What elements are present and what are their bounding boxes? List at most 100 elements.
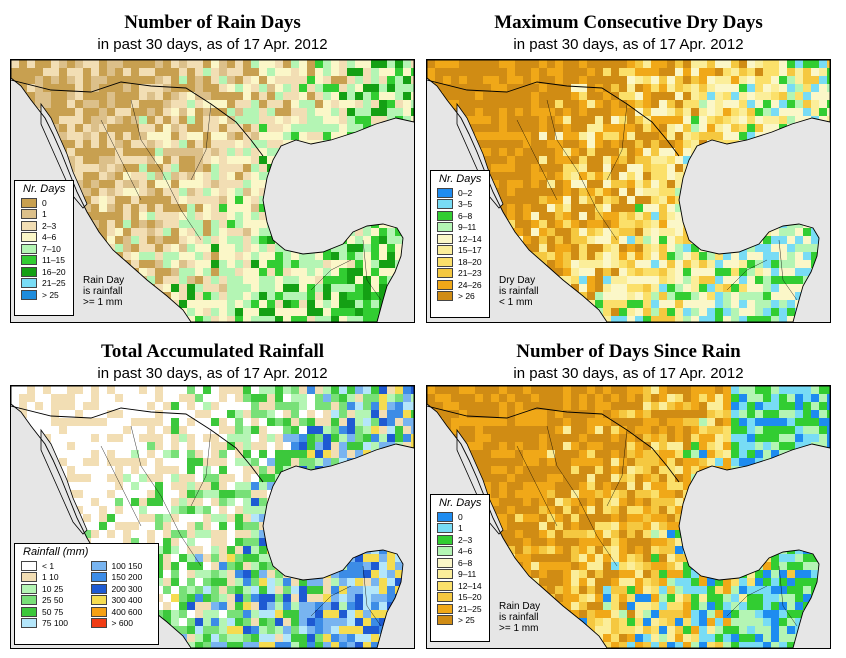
dry-days-map-canvas — [427, 60, 830, 322]
us-mexico-border — [11, 405, 264, 483]
legend-swatch — [21, 595, 37, 606]
legend-swatch — [437, 268, 453, 279]
legend-title: Nr. Days — [23, 183, 66, 195]
gulf-of-california — [40, 428, 88, 535]
panel-3-title: Total Accumulated Rainfall — [100, 341, 325, 362]
legend-swatch — [437, 279, 453, 290]
legend-swatch — [437, 245, 453, 256]
rain-days-map-canvas — [11, 60, 414, 322]
legend-swatch — [90, 572, 107, 583]
legend-label: 7–10 — [42, 243, 61, 254]
legend-label: 10 25 — [42, 583, 64, 594]
gulf-of-california — [40, 102, 88, 209]
legend-item: 15–17 — [431, 245, 489, 257]
legend-swatch — [21, 197, 37, 208]
legend-item: 2–3 — [15, 220, 73, 232]
legend-item: 4–6 — [15, 232, 73, 244]
legend-item: 0 — [431, 511, 489, 523]
panel-2-title: Maximum Consecutive Dry Days — [494, 12, 763, 33]
legend-label: 18–20 — [458, 256, 482, 267]
legend-label: 4–6 — [42, 232, 57, 243]
legend-swatch — [21, 278, 37, 289]
legend-swatch — [21, 583, 37, 594]
legend-label: > 26 — [458, 291, 475, 302]
legend-label: 1 10 — [42, 572, 59, 583]
legend-label: 9–11 — [458, 569, 477, 580]
panel-3-subtitle: in past 30 days, as of 17 Apr. 2012 — [97, 365, 328, 382]
us-mexico-border — [427, 79, 680, 157]
panel-1-subtitle: in past 30 days, as of 17 Apr. 2012 — [97, 36, 328, 53]
legend-swatch — [21, 243, 37, 254]
legend-swatch — [437, 592, 453, 603]
legend-label: 2–3 — [42, 220, 57, 231]
legend-swatch — [437, 511, 453, 522]
legend-swatch — [437, 615, 453, 626]
legend-item: > 25 — [15, 289, 73, 301]
legend-item: 21–25 — [15, 278, 73, 290]
legend-label: 25 50 — [42, 595, 64, 606]
legend-item: 6–8 — [431, 557, 489, 569]
legend-label: 0 — [458, 511, 463, 522]
legend-item: 18–20 — [431, 256, 489, 268]
legend-swatch — [21, 209, 37, 220]
legend-swatch — [21, 289, 37, 300]
legend-item: 0 — [15, 197, 73, 209]
legend-item: 25 50 — [19, 595, 85, 607]
legend-swatch — [437, 569, 453, 580]
legend-label: 12–14 — [458, 580, 482, 591]
legend-item: 100 150 — [89, 560, 155, 572]
legend-items: 0 1 2–3 4–6 6–8 9–11 12–14 15–20 21–25 > 25 — [431, 511, 489, 626]
legend-label: > 600 — [111, 618, 134, 629]
legend-label: 3–5 — [458, 199, 473, 210]
legend-swatch — [437, 233, 453, 244]
legend-swatch — [21, 618, 37, 629]
legend-label: 21–25 — [42, 278, 66, 289]
days-since-legend: Nr. Days 0 1 2–3 4–6 6–8 9–11 12–14 15–20 21–25 >… — [430, 494, 490, 642]
note-line: Dry Day — [499, 275, 536, 286]
legend-label: 9–11 — [458, 222, 477, 233]
legend-swatch — [90, 606, 107, 617]
legend-item: 21–25 — [431, 603, 489, 615]
rain-day-note: Rain Day is rainfall >= 1 mm — [499, 601, 540, 634]
legend-item: > 25 — [431, 615, 489, 627]
total-rainfall-map: Rainfall (mm) < 1 100 150 1 10 150 200 10 25… — [10, 385, 415, 649]
legend-swatch — [437, 256, 453, 267]
note-line: Rain Day — [83, 275, 125, 286]
legend-item: > 26 — [431, 291, 489, 303]
legend-item: 4–6 — [431, 546, 489, 558]
legend-swatch — [21, 572, 37, 583]
legend-swatch — [437, 534, 453, 545]
gulf-of-california — [456, 428, 504, 535]
legend-item: 7–10 — [15, 243, 73, 255]
panel-1-title: Number of Rain Days — [124, 12, 301, 33]
rain-days-map: Nr. Days 0 1 2–3 4–6 7–10 11–15 16–20 21–25 > 25… — [10, 59, 415, 323]
legend-item: 16–20 — [15, 266, 73, 278]
dry-days-map: Nr. Days 0–2 3–5 6–8 9–11 12–14 15–17 18–20 21–… — [426, 59, 831, 323]
legend-item: 6–8 — [431, 210, 489, 222]
legend-item: 3–5 — [431, 199, 489, 211]
coastline — [11, 386, 414, 648]
legend-item: > 600 — [89, 618, 155, 630]
legend-item: 50 75 — [19, 606, 85, 618]
legend-item: 11–15 — [15, 255, 73, 267]
legend-items: < 1 100 150 1 10 150 200 10 25 200 300 25 50 30… — [15, 560, 158, 629]
legend-label: 0 — [42, 197, 47, 208]
legend-item: 150 200 — [89, 572, 155, 584]
note-line: >= 1 mm — [499, 623, 539, 634]
legend-label: 2–3 — [458, 534, 473, 545]
legend-label: 21–25 — [458, 603, 482, 614]
note-line: is rainfall — [83, 286, 123, 297]
dry-days-legend: Nr. Days 0–2 3–5 6–8 9–11 12–14 15–17 18–20 21–… — [430, 170, 490, 318]
legend-label: 6–8 — [458, 557, 473, 568]
legend-item: 1 — [15, 209, 73, 221]
panel-2-subtitle: in past 30 days, as of 17 Apr. 2012 — [513, 36, 744, 53]
legend-label: 16–20 — [42, 266, 66, 277]
legend-swatch — [21, 560, 37, 571]
note-line: < 1 mm — [499, 297, 533, 308]
legend-swatch — [21, 255, 37, 266]
legend-swatch — [437, 557, 453, 568]
legend-item: 200 300 — [89, 583, 155, 595]
legend-swatch — [437, 187, 453, 198]
legend-item: 300 400 — [89, 595, 155, 607]
legend-items: 0–2 3–5 6–8 9–11 12–14 15–17 18–20 21–23 24–26 > … — [431, 187, 489, 302]
